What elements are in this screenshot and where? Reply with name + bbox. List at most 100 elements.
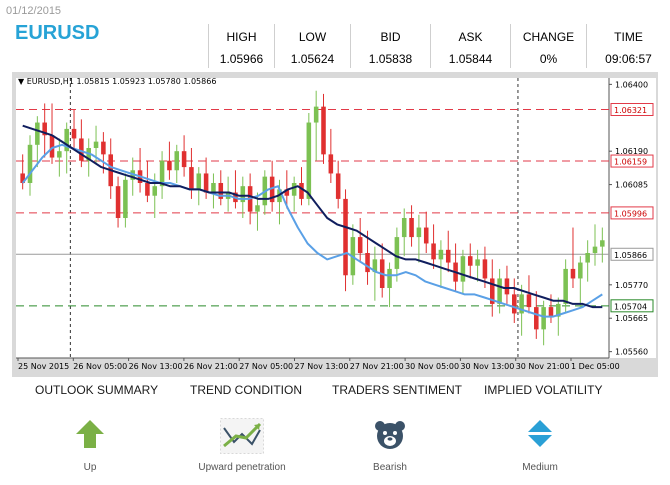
candle-body	[365, 253, 370, 273]
candle-body	[240, 186, 246, 203]
indicator-trend: Upward penetration	[182, 418, 302, 474]
candle-body	[321, 106, 326, 155]
candle-body	[49, 135, 55, 158]
candle-body	[489, 278, 495, 304]
candle-body	[423, 227, 429, 244]
x-tick-label: 26 Nov 21:00	[184, 362, 238, 371]
candle-body	[578, 262, 583, 279]
candle-body	[20, 173, 25, 183]
candle-body	[563, 268, 568, 304]
x-tick-label: 30 Nov 13:00	[460, 362, 514, 371]
candle-body	[145, 183, 150, 196]
candle-body	[123, 179, 128, 218]
y-tick-label: 1.06085	[615, 181, 648, 190]
price-level-tag	[610, 247, 654, 261]
tab-outlook-summary[interactable]: OUTLOOK SUMMARY	[35, 383, 159, 397]
candle-body	[71, 128, 77, 139]
candle-body	[306, 122, 312, 199]
candle-body	[335, 173, 341, 199]
candle-body	[475, 259, 480, 266]
x-tick-label: 26 Nov 13:00	[129, 362, 183, 371]
fast-moving-average-line	[21, 143, 603, 318]
price-level-tag	[610, 154, 654, 168]
candle-body	[79, 138, 84, 161]
candle-body	[189, 167, 194, 190]
tab-trend-condition[interactable]: TREND CONDITION	[190, 383, 302, 397]
y-tick-label: 1.05665	[615, 314, 648, 323]
bear-icon	[375, 421, 405, 449]
up-arrow-icon	[76, 420, 104, 448]
candle-body	[482, 259, 488, 279]
stat-bid: BID 1.05838	[350, 24, 430, 68]
candle-body	[387, 268, 392, 288]
x-tick-label: 27 Nov 21:00	[350, 362, 404, 371]
x-tick-label: 27 Nov 13:00	[295, 362, 349, 371]
price-level-tag	[610, 103, 654, 116]
indicator-row: Up Upward penetration Bearish	[0, 418, 670, 485]
candle-body	[42, 122, 47, 136]
candle-body	[115, 186, 121, 218]
candle-body	[57, 151, 62, 158]
stat-value: 1.05844	[448, 52, 493, 66]
tab-implied-volatility[interactable]: IMPLIED VOLATILITY	[484, 383, 603, 397]
candle-body	[152, 186, 158, 196]
chart-header-text: EURUSD,H1 1.05815 1.05923 1.05780 1.0586…	[26, 77, 217, 86]
indicator-label: Upward penetration	[198, 462, 286, 473]
y-tick-label: 1.05770	[615, 281, 648, 290]
outlook-tabs: OUTLOOK SUMMARY TREND CONDITION TRADERS …	[0, 383, 670, 403]
candle-body	[592, 246, 598, 253]
x-tick-label: 30 Nov 21:00	[516, 362, 570, 371]
candle-body	[497, 278, 502, 304]
candle-body	[570, 268, 576, 279]
price-level-label: 1.06159	[614, 158, 647, 167]
candle-body	[409, 218, 414, 238]
stat-time: TIME 09:06:57	[586, 24, 670, 68]
candle-body	[299, 183, 304, 199]
candle-body	[467, 256, 473, 266]
candle-body	[548, 307, 554, 317]
candle-body	[585, 253, 590, 263]
candle-body	[401, 218, 407, 238]
chart-header: ▼ EURUSD,H1 1.05815 1.05923 1.05780 1.05…	[18, 77, 217, 86]
candle-body	[372, 259, 378, 273]
candle-body	[504, 278, 510, 295]
candle-body	[196, 173, 202, 190]
indicator-volatility: Medium	[480, 418, 600, 474]
y-tick-label: 1.06190	[615, 147, 648, 156]
stat-label: LOW	[298, 30, 327, 44]
candle-body	[313, 106, 319, 123]
y-tick-label: 1.05560	[615, 348, 648, 357]
medium-diamond-icon	[528, 420, 552, 447]
candle-body	[394, 237, 400, 269]
chart-canvas: 1.06321 1.06159 1.05996 1.05866 1.05704 1.064…	[16, 78, 656, 371]
stat-value: 1.05838	[368, 52, 413, 66]
candle-body	[416, 227, 422, 238]
candle-body	[218, 183, 224, 199]
candle-body	[526, 294, 532, 308]
plot-area	[16, 78, 609, 358]
stat-label: ASK	[458, 30, 483, 44]
stat-ask: ASK 1.05844	[430, 24, 510, 68]
x-tick-label: 27 Nov 05:00	[239, 362, 293, 371]
price-chart[interactable]: 1.06321 1.06159 1.05996 1.05866 1.05704 1.064…	[12, 72, 658, 377]
stat-label: BID	[380, 30, 401, 44]
candle-body	[101, 141, 106, 155]
candle-body	[328, 154, 334, 174]
indicator-outlook: Up	[30, 418, 150, 474]
indicator-label: Up	[83, 462, 97, 473]
x-tick-label: 30 Nov 05:00	[405, 362, 459, 371]
candle-body	[460, 256, 466, 282]
price-level-label: 1.06321	[614, 106, 647, 115]
upward-penetration-chart-icon	[220, 418, 264, 454]
tab-traders-sentiment[interactable]: TRADERS SENTIMENT	[332, 383, 463, 397]
stat-high: HIGH 1.05966	[208, 24, 274, 68]
candle-body	[534, 307, 539, 330]
indicator-label: Medium	[522, 462, 558, 473]
candle-body	[181, 151, 187, 168]
candle-body	[512, 294, 517, 314]
stat-value: 09:06:57	[605, 52, 652, 66]
candle-body	[438, 249, 444, 260]
price-level-label: 1.05996	[614, 209, 647, 218]
candle-body	[167, 160, 172, 171]
candle-body	[64, 128, 69, 152]
